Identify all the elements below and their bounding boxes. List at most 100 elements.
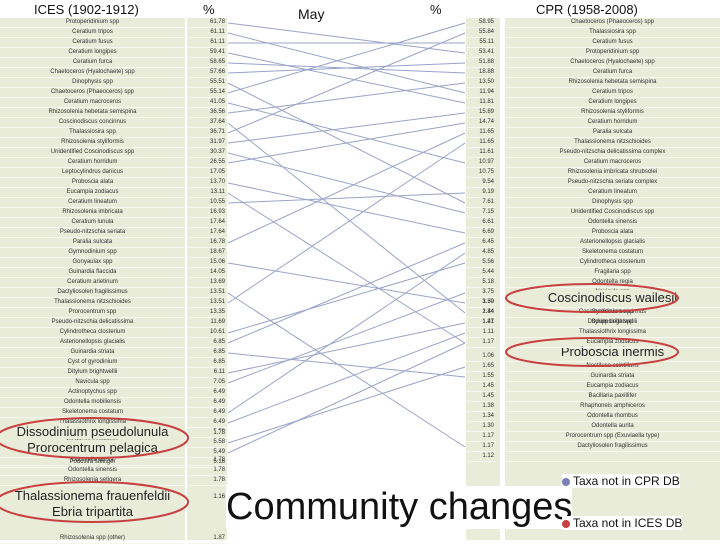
cpr-taxon-row: Ceratium fusus (505, 38, 720, 48)
rank-line (227, 322, 466, 374)
ices-percent-value: 61.11 (187, 28, 227, 38)
cpr-taxon-row: Guinardia striata (505, 372, 720, 382)
cpr-taxon-row (505, 298, 720, 308)
rank-line (227, 292, 466, 384)
cpr-percent-value: 9.19 (466, 188, 496, 198)
cpr-percent-value: 7.15 (466, 208, 496, 218)
ices-percent-value: 6.85 (187, 338, 227, 348)
ices-percent-value: 16.93 (187, 208, 227, 218)
ices-percent-value: 5.58 (187, 438, 227, 448)
cpr-taxon-row: Odontella aurita (505, 422, 720, 432)
cpr-highlight-oval (505, 337, 679, 367)
cpr-percent-value: 7.61 (466, 198, 496, 208)
rank-line (227, 152, 466, 214)
ices-percent-value: 55.51 (187, 78, 227, 88)
cpr-taxon-row: Rhaphoneis amphiceros (505, 402, 720, 412)
cpr-taxon-row: Odontella rhombus (505, 412, 720, 422)
ices-taxon-row: Cyst of gyrodinium (0, 358, 185, 368)
rank-line (227, 142, 466, 304)
cpr-taxon-row (505, 352, 720, 362)
rank-line (227, 62, 466, 74)
ices-highlight-percent: 1.78 (187, 430, 225, 436)
cpr-percent-value: 11.65 (466, 138, 496, 148)
cpr-taxon-row: Skeletonema costatum (505, 248, 720, 258)
cpr-percent-value: 5.18 (466, 278, 496, 288)
cpr-percent-value: 18.88 (466, 68, 496, 78)
cpr-taxon-row: Chaetoceros (Phaeoceros) spp (505, 18, 720, 28)
cpr-percent-list: 58.95 55.84 55.11 53.41 51.88 18.88 13.50 11.94… (466, 18, 496, 328)
cpr-percent-value: 53.41 (466, 48, 496, 58)
ices-percent-value: 55.14 (187, 88, 227, 98)
cpr-taxon-row: Odontella sinensis (505, 218, 720, 228)
ices-taxon-row: Cylindrotheca closterium (0, 328, 185, 338)
cpr-percent-value: 15.89 (466, 108, 496, 118)
cpr-percent-value: 1.55 (466, 372, 496, 382)
cpr-percent-value: 1.30 (466, 422, 496, 432)
ices-percent-value: 13.70 (187, 178, 227, 188)
rank-line (227, 242, 466, 344)
ices-taxon-row: Rhizosolenia hebetata semispina (0, 108, 185, 118)
cpr-percent-value: 13.50 (466, 78, 496, 88)
rank-line (227, 332, 466, 424)
ices-taxon-row: Ceratium tripos (0, 28, 185, 38)
ices-taxon-row: Navicula spp (0, 378, 185, 388)
ices-taxon-row: Ceratium longipes (0, 48, 185, 58)
cpr-percent-header: % (430, 2, 442, 17)
ices-percent-value: 15.06 (187, 258, 227, 268)
ices-taxon-row: Coscinodiscus concinnus (0, 118, 185, 128)
ices-taxon-row: Proboscia alata (0, 178, 185, 188)
ices-percent-value: 7.05 (187, 378, 227, 388)
cpr-percent-value: 6.45 (466, 238, 496, 248)
ices-taxon-row: Unidentified Coscinodiscus spp (0, 148, 185, 158)
cpr-taxon-row: Odontella regia (505, 278, 720, 288)
ices-taxon-row: Podosira stelliger (0, 458, 185, 468)
cpr-percent-value: 1.34 (466, 412, 496, 422)
cpr-taxon-row: Ceratium tripos (505, 88, 720, 98)
rank-line (227, 122, 466, 314)
cpr-only-marker (562, 519, 570, 528)
cpr-taxon-row: Eucampia zodiacus (505, 382, 720, 392)
ices-percent-list: 61.78 61.11 61.11 59.41 58.65 57.66 55.51 55.14… (187, 18, 227, 468)
rank-line (227, 262, 466, 304)
ices-percent-value: 6.49 (187, 398, 227, 408)
ices-taxon-row: Chaetoceros (Hyalochaete) spp (0, 68, 185, 78)
ices-highlight-taxon: Prorocentrum pelagica (0, 440, 185, 455)
cpr-taxon-row: Ceratium macroceros (505, 158, 720, 168)
ices-percent-value: 11.69 (187, 318, 227, 328)
cpr-taxon-row: Protoperidinium spp (505, 48, 720, 58)
ices-taxon-row: Ceratium fusus (0, 38, 185, 48)
ices-only-marker (562, 477, 570, 486)
ices-percent-value: 17.64 (187, 218, 227, 228)
ices-percent-value: 6.49 (187, 408, 227, 418)
ices-percent-value: 57.66 (187, 68, 227, 78)
legend-cpr-only-label: Taxa not in ICES DB (573, 516, 683, 530)
cpr-percent-value-list: 1.59 1.34 1.27 1.11 1.17 (466, 298, 496, 348)
ices-percent-value: 13.35 (187, 308, 227, 318)
cpr-percent-value: 1.17 (466, 432, 496, 442)
ices-taxon-row: Pseudo-nitzschia seriata (0, 228, 185, 238)
ices-taxon-row: Odontella mobiliensis (0, 398, 185, 408)
cpr-percent-value: 58.95 (466, 18, 496, 28)
cpr-percent-value: 1.65 (466, 362, 496, 372)
cpr-percent-value: 9.54 (466, 178, 496, 188)
cpr-percent-value: 1.45 (466, 382, 496, 392)
cpr-taxon-row: Dinophysis spp (505, 198, 720, 208)
ices-percent-value: 59.41 (187, 48, 227, 58)
rank-line (227, 122, 466, 164)
ices-percent-value: 18.67 (187, 248, 227, 258)
rank-line (227, 342, 466, 454)
cpr-percent-value: 11.94 (466, 88, 496, 98)
ices-highlight-oval (0, 417, 189, 459)
rank-line (227, 252, 466, 414)
rank-line (227, 102, 466, 164)
ices-highlight-taxon: Ebria tripartita (0, 504, 185, 519)
ices-taxon-row: Odontella aurita (0, 456, 185, 466)
ices-taxon-row: Ceratium arietinum (0, 278, 185, 288)
ices-percent-value: 6.85 (187, 348, 227, 358)
ices-percent-value: 6.85 (187, 358, 227, 368)
ices-percent-value: 5.49 (187, 448, 227, 458)
cpr-percent-value: 1.06 (466, 352, 496, 362)
cpr-taxon-row: Rhizosolenia imbricata shrubsolei (505, 168, 720, 178)
cpr-percent-value: 1.27 (466, 318, 496, 328)
ices-taxon-row: Ceratium furca (0, 58, 185, 68)
